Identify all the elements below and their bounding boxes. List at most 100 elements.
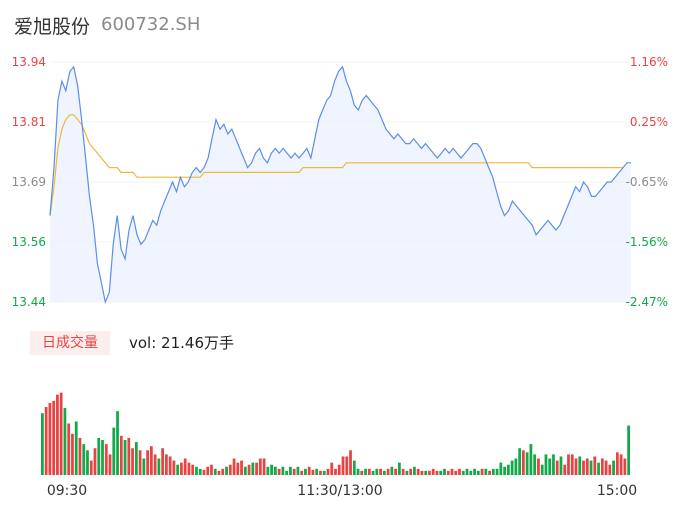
volume-bar [172, 460, 176, 475]
volume-bar [503, 466, 506, 475]
volume-bar [134, 442, 138, 475]
price-tick-label: 13.94 [12, 55, 46, 69]
volume-bar [116, 411, 119, 475]
price-tick-label: 13.56 [12, 235, 46, 249]
volume-bar [213, 468, 217, 475]
volume-bar [59, 392, 63, 475]
volume-bar [277, 468, 281, 475]
pct-tick-label: -2.47% [626, 295, 668, 309]
volume-bar [428, 470, 431, 475]
volume-badge[interactable]: 日成交量 [30, 331, 110, 355]
volume-bar [180, 462, 183, 475]
volume-bar [210, 464, 213, 475]
time-label: 09:30 [47, 483, 87, 499]
volume-bar [439, 470, 443, 475]
volume-bar [563, 464, 567, 475]
volume-bar [198, 468, 202, 475]
stock-name: 爱旭股份 [14, 16, 91, 38]
volume-bar [435, 470, 439, 475]
volume-bar [529, 444, 533, 475]
volume-bar [228, 464, 232, 475]
volume-bar [142, 458, 146, 475]
volume-bar [300, 470, 304, 475]
volume-bar [138, 450, 142, 475]
volume-bar [112, 427, 116, 475]
volume-bar [195, 466, 198, 475]
volume-bar [446, 470, 450, 475]
price-tick-label: 13.81 [12, 115, 46, 129]
volume-bar [165, 454, 168, 475]
volume-bar [292, 468, 296, 475]
volume-bar [416, 468, 420, 475]
volume-bar [52, 400, 56, 475]
volume-bar [454, 470, 458, 475]
volume-bar [375, 468, 379, 475]
volume-bar [251, 462, 255, 475]
volume-bar [420, 470, 424, 475]
volume-bar [608, 464, 612, 475]
volume-bar [217, 470, 221, 475]
volume-bar [78, 437, 82, 475]
volume-bar [424, 470, 428, 475]
volume-bar [41, 413, 44, 475]
volume-bar [93, 448, 97, 475]
price-area [50, 66, 631, 302]
volume-bar [589, 460, 593, 475]
volume-bar [619, 454, 623, 475]
volume-bar [540, 464, 544, 475]
volume-bar [206, 466, 210, 475]
volume-bar [153, 454, 157, 475]
volume-bar [473, 468, 476, 475]
volume-bar [367, 468, 371, 475]
avg-line [49, 114, 624, 216]
volume-bar [71, 433, 74, 475]
volume-bar [330, 462, 334, 475]
volume-bar [149, 446, 153, 475]
volume-bar [225, 466, 228, 475]
volume-bar [533, 454, 537, 475]
volume-bar [221, 468, 225, 475]
volume-bar [379, 468, 382, 475]
volume-bar [390, 466, 394, 475]
volume-bar [465, 468, 469, 475]
volume-bar [585, 458, 589, 475]
volume-bar [612, 460, 615, 475]
price-line [49, 65, 631, 305]
price-tick-label: 13.69 [12, 175, 46, 189]
volume-bar [255, 462, 258, 475]
volume-bar [74, 421, 78, 475]
volume-bar [499, 462, 503, 475]
volume-bar [615, 452, 619, 475]
volume-bar [127, 437, 131, 475]
volume-bar [443, 468, 446, 475]
volume-bar [307, 466, 311, 475]
volume-bar [326, 468, 330, 475]
volume-bar [476, 470, 480, 475]
volume-bar [334, 468, 337, 475]
volume-bar [525, 452, 529, 475]
volume-bar [450, 468, 454, 475]
volume-bar [461, 470, 465, 475]
volume-bar [202, 469, 206, 475]
volume-bar [555, 460, 559, 475]
volume-bar [67, 423, 71, 475]
volume-bar [627, 425, 630, 475]
volume-bar [578, 456, 582, 475]
volume-bar [232, 458, 236, 475]
volume-bar [108, 454, 112, 475]
volume-bar [104, 444, 108, 475]
volume-bar [480, 468, 484, 475]
volume-bar [593, 456, 597, 475]
volume-bar [352, 460, 356, 475]
volume-bar [518, 448, 522, 475]
volume-bar [514, 458, 518, 475]
volume-bar [337, 464, 341, 475]
volume-bar [431, 468, 435, 475]
volume-bar [187, 462, 191, 475]
volume-bar [191, 464, 195, 475]
volume-bar [469, 470, 473, 475]
volume-bar [247, 464, 251, 475]
volume-bar [506, 464, 510, 475]
volume-bars [41, 392, 630, 475]
